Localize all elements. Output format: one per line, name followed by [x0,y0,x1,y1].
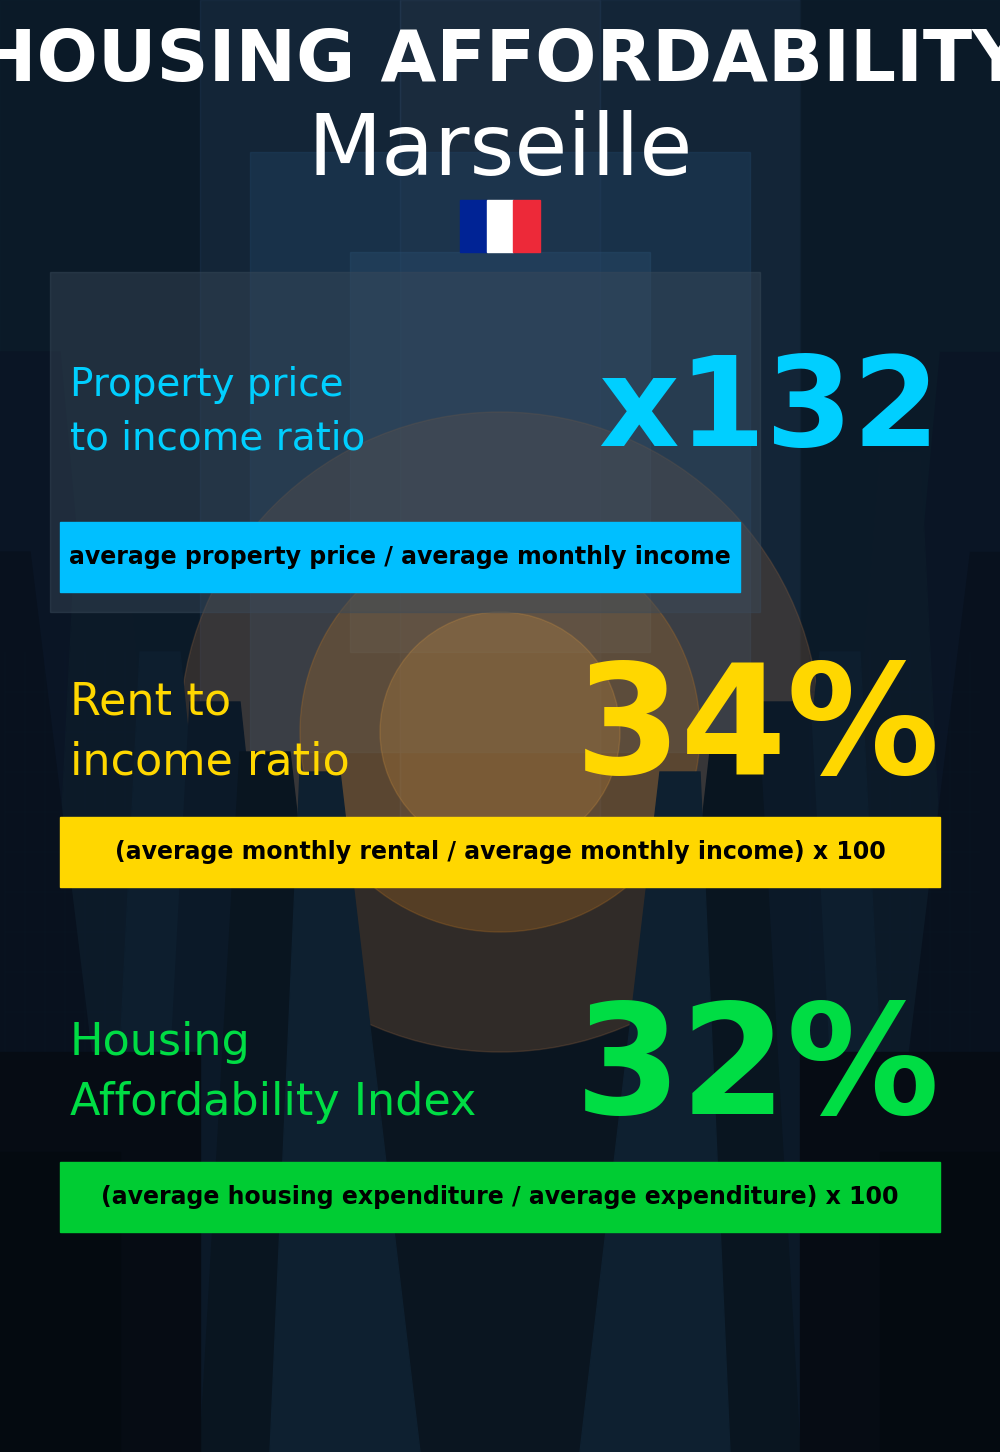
Bar [880,1151,1000,1452]
Bar [460,200,487,253]
Polygon shape [0,552,140,1452]
Bar [0,1053,200,1452]
Text: HOUSING AFFORDABILITY: HOUSING AFFORDABILITY [0,28,1000,96]
Bar [200,0,400,852]
Circle shape [180,412,820,1053]
Text: Housing
Affordability Index: Housing Affordability Index [70,1021,476,1124]
Bar [800,0,1000,852]
Polygon shape [100,652,260,1452]
Polygon shape [630,752,800,1452]
Circle shape [380,611,620,852]
Polygon shape [800,452,970,1452]
Bar [60,523,740,592]
Polygon shape [30,452,200,1452]
Bar [513,200,540,253]
Polygon shape [580,772,730,1452]
Polygon shape [680,701,850,1452]
Bar [0,1151,120,1452]
Bar [487,200,513,253]
Text: average property price / average monthly income: average property price / average monthly… [69,544,731,569]
Polygon shape [150,701,320,1452]
Bar [60,1162,940,1231]
Text: (average monthly rental / average monthly income) x 100: (average monthly rental / average monthl… [115,841,885,864]
Polygon shape [730,652,900,1452]
Bar [50,272,760,611]
Text: Property price
to income ratio: Property price to income ratio [70,366,365,457]
Text: Marseille: Marseille [307,110,693,193]
Polygon shape [270,772,420,1452]
Text: (average housing expenditure / average expenditure) x 100: (average housing expenditure / average e… [101,1185,899,1210]
Text: Rent to
income ratio: Rent to income ratio [70,681,350,784]
Polygon shape [0,351,160,1452]
Bar [600,0,800,852]
Polygon shape [200,752,370,1452]
Text: 32%: 32% [574,998,940,1147]
Text: x132: x132 [598,351,940,472]
Bar [0,0,200,852]
Text: 34%: 34% [574,658,940,806]
Polygon shape [860,552,1000,1452]
Bar [60,817,940,887]
Bar [400,0,600,852]
Bar [350,253,650,652]
Polygon shape [840,351,1000,1452]
Bar [800,1053,1000,1452]
Bar [250,152,750,752]
Circle shape [300,531,700,932]
